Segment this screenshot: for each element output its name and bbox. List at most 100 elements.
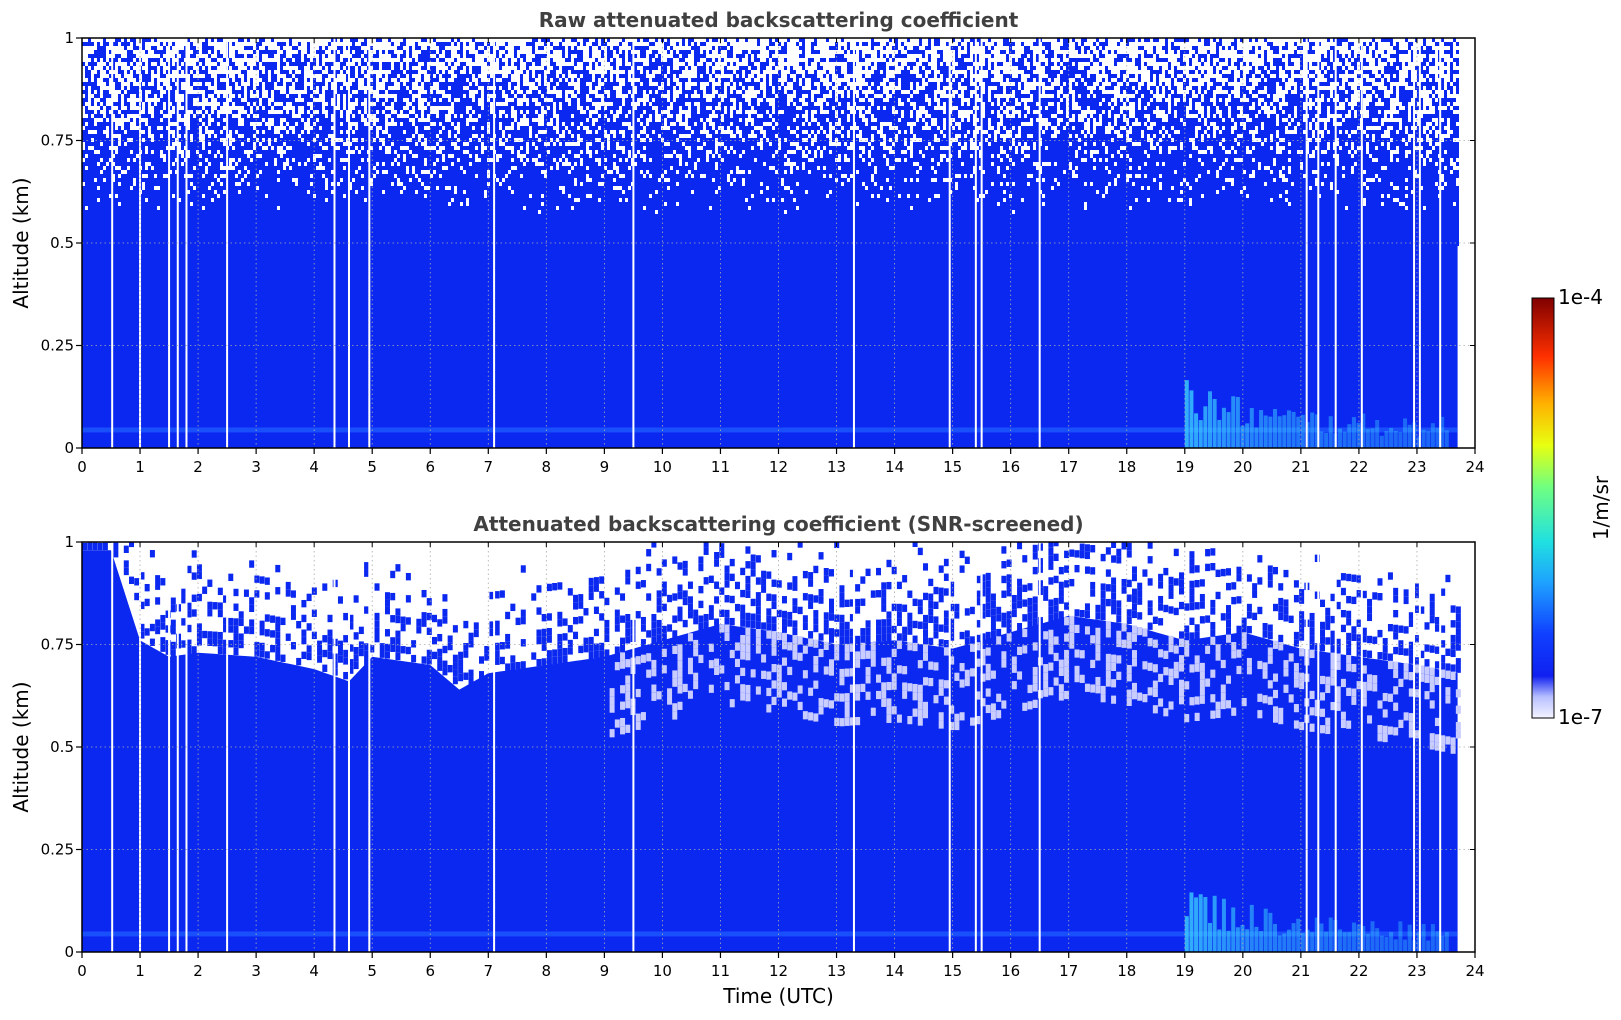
y-axis-label: Altitude (km) <box>9 681 33 812</box>
x-tick-label: 4 <box>309 962 319 980</box>
data-gap <box>980 542 983 952</box>
x-tick-label: 24 <box>1465 962 1484 980</box>
data-gap <box>139 542 142 952</box>
x-tick-label: 1 <box>135 458 145 476</box>
x-tick-label: 23 <box>1407 458 1426 476</box>
y-axis: 0 0.25 0.5 0.75 1 <box>41 29 1475 457</box>
x-tick-label: 18 <box>1117 962 1136 980</box>
data-gap <box>111 38 114 448</box>
grid <box>82 542 1475 952</box>
data-gap <box>632 38 635 448</box>
data-gap <box>168 542 171 952</box>
x-axis-label: Time (UTC) <box>722 984 834 1008</box>
x-tick-label: 10 <box>653 962 672 980</box>
data-gap <box>111 542 114 952</box>
data-gap <box>632 542 635 952</box>
x-tick-label: 10 <box>653 458 672 476</box>
x-tick-label: 19 <box>1175 962 1194 980</box>
data-gap <box>980 38 983 448</box>
aerosol-plume <box>1184 380 1449 448</box>
x-tick-label: 20 <box>1233 458 1252 476</box>
data-gap <box>1038 542 1041 952</box>
data-gap <box>368 38 371 448</box>
x-tick-label: 17 <box>1059 458 1078 476</box>
y-tick-label: 0.75 <box>41 636 74 654</box>
x-tick-label: 21 <box>1291 962 1310 980</box>
colorbar-max-label: 1e-4 <box>1558 285 1603 309</box>
x-tick-label: 6 <box>425 962 435 980</box>
data-gap <box>139 38 142 448</box>
x-tick-label: 5 <box>367 962 377 980</box>
data-gap <box>852 542 855 952</box>
screened-backscatter-panel: 0 1 2 3 4 5 6 7 8 9 10 11 12 13 14 15 16 17 18 19 20 21 22 23 24… <box>9 512 1485 1008</box>
data-gap <box>1439 38 1442 448</box>
raw-backscatter-panel: 0 1 2 3 4 5 6 7 8 9 10 11 12 13 14 15 16 17 18 19 20 21 22 23 24… <box>9 8 1485 476</box>
y-tick-label: 1 <box>64 533 74 551</box>
x-tick-label: 11 <box>711 458 730 476</box>
data-gap <box>368 542 371 952</box>
data-gap <box>1334 38 1337 448</box>
y-tick-label: 1 <box>64 29 74 47</box>
x-tick-label: 20 <box>1233 962 1252 980</box>
y-tick-label: 0.25 <box>41 337 74 355</box>
x-tick-label: 16 <box>1001 962 1020 980</box>
x-tick-label: 8 <box>542 962 552 980</box>
data-gap <box>1439 542 1442 952</box>
x-tick-label: 2 <box>193 962 203 980</box>
heatmap-area <box>82 542 1475 952</box>
near-surface-layer <box>82 427 1458 433</box>
x-tick-label: 18 <box>1117 458 1136 476</box>
x-axis: 0 1 2 3 4 5 6 7 8 9 10 11 12 13 14 15 16 17 18 19 20 21 22 23 24 <box>77 38 1485 476</box>
x-tick-label: 17 <box>1059 962 1078 980</box>
x-tick-label: 3 <box>251 962 261 980</box>
y-tick-label: 0.75 <box>41 132 74 150</box>
x-tick-label: 15 <box>943 962 962 980</box>
x-tick-label: 19 <box>1175 458 1194 476</box>
data-gap <box>1334 542 1337 952</box>
screened-speckle <box>82 542 1461 754</box>
x-tick-label: 13 <box>827 458 846 476</box>
data-gap <box>948 38 951 448</box>
x-tick-label: 3 <box>251 458 261 476</box>
x-tick-label: 12 <box>769 962 788 980</box>
data-gap <box>1360 38 1363 448</box>
chart-title: Raw attenuated backscattering coefficien… <box>539 8 1019 32</box>
x-tick-label: 22 <box>1349 962 1368 980</box>
y-axis-label: Altitude (km) <box>9 177 33 308</box>
y-tick-label: 0 <box>64 439 74 457</box>
x-tick-label: 24 <box>1465 458 1484 476</box>
data-gap <box>168 38 171 448</box>
x-tick-label: 15 <box>943 458 962 476</box>
data-gap <box>1038 38 1041 448</box>
x-tick-label: 5 <box>367 458 377 476</box>
colorbar-gradient <box>1531 297 1555 719</box>
x-tick-label: 23 <box>1407 962 1426 980</box>
x-tick-label: 0 <box>77 458 87 476</box>
x-tick-label: 14 <box>885 962 904 980</box>
x-tick-label: 7 <box>484 458 494 476</box>
boundary-layer-body <box>82 550 1458 952</box>
x-tick-label: 7 <box>484 962 494 980</box>
x-tick-label: 12 <box>769 458 788 476</box>
y-tick-label: 0.5 <box>50 738 74 756</box>
colorbar-label: 1/m/sr <box>1589 475 1613 540</box>
x-tick-label: 21 <box>1291 458 1310 476</box>
x-tick-label: 0 <box>77 962 87 980</box>
data-gap <box>948 542 951 952</box>
data-gap <box>493 38 496 448</box>
x-tick-label: 8 <box>542 458 552 476</box>
x-tick-label: 6 <box>425 458 435 476</box>
data-gap <box>493 542 496 952</box>
data-gap <box>974 38 977 448</box>
data-gap <box>1317 542 1320 952</box>
chart-title: Attenuated backscattering coefficient (S… <box>473 512 1083 536</box>
colorbar: 1e-4 1e-7 1/m/sr <box>1531 285 1613 729</box>
x-axis: 0 1 2 3 4 5 6 7 8 9 10 11 12 13 14 15 16 17 18 19 20 21 22 23 24 <box>77 542 1485 980</box>
noise-speckle <box>82 38 1459 246</box>
x-tick-label: 14 <box>885 458 904 476</box>
x-tick-label: 4 <box>309 458 319 476</box>
data-gap <box>1360 542 1363 952</box>
y-tick-label: 0 <box>64 943 74 961</box>
x-tick-label: 9 <box>600 962 610 980</box>
